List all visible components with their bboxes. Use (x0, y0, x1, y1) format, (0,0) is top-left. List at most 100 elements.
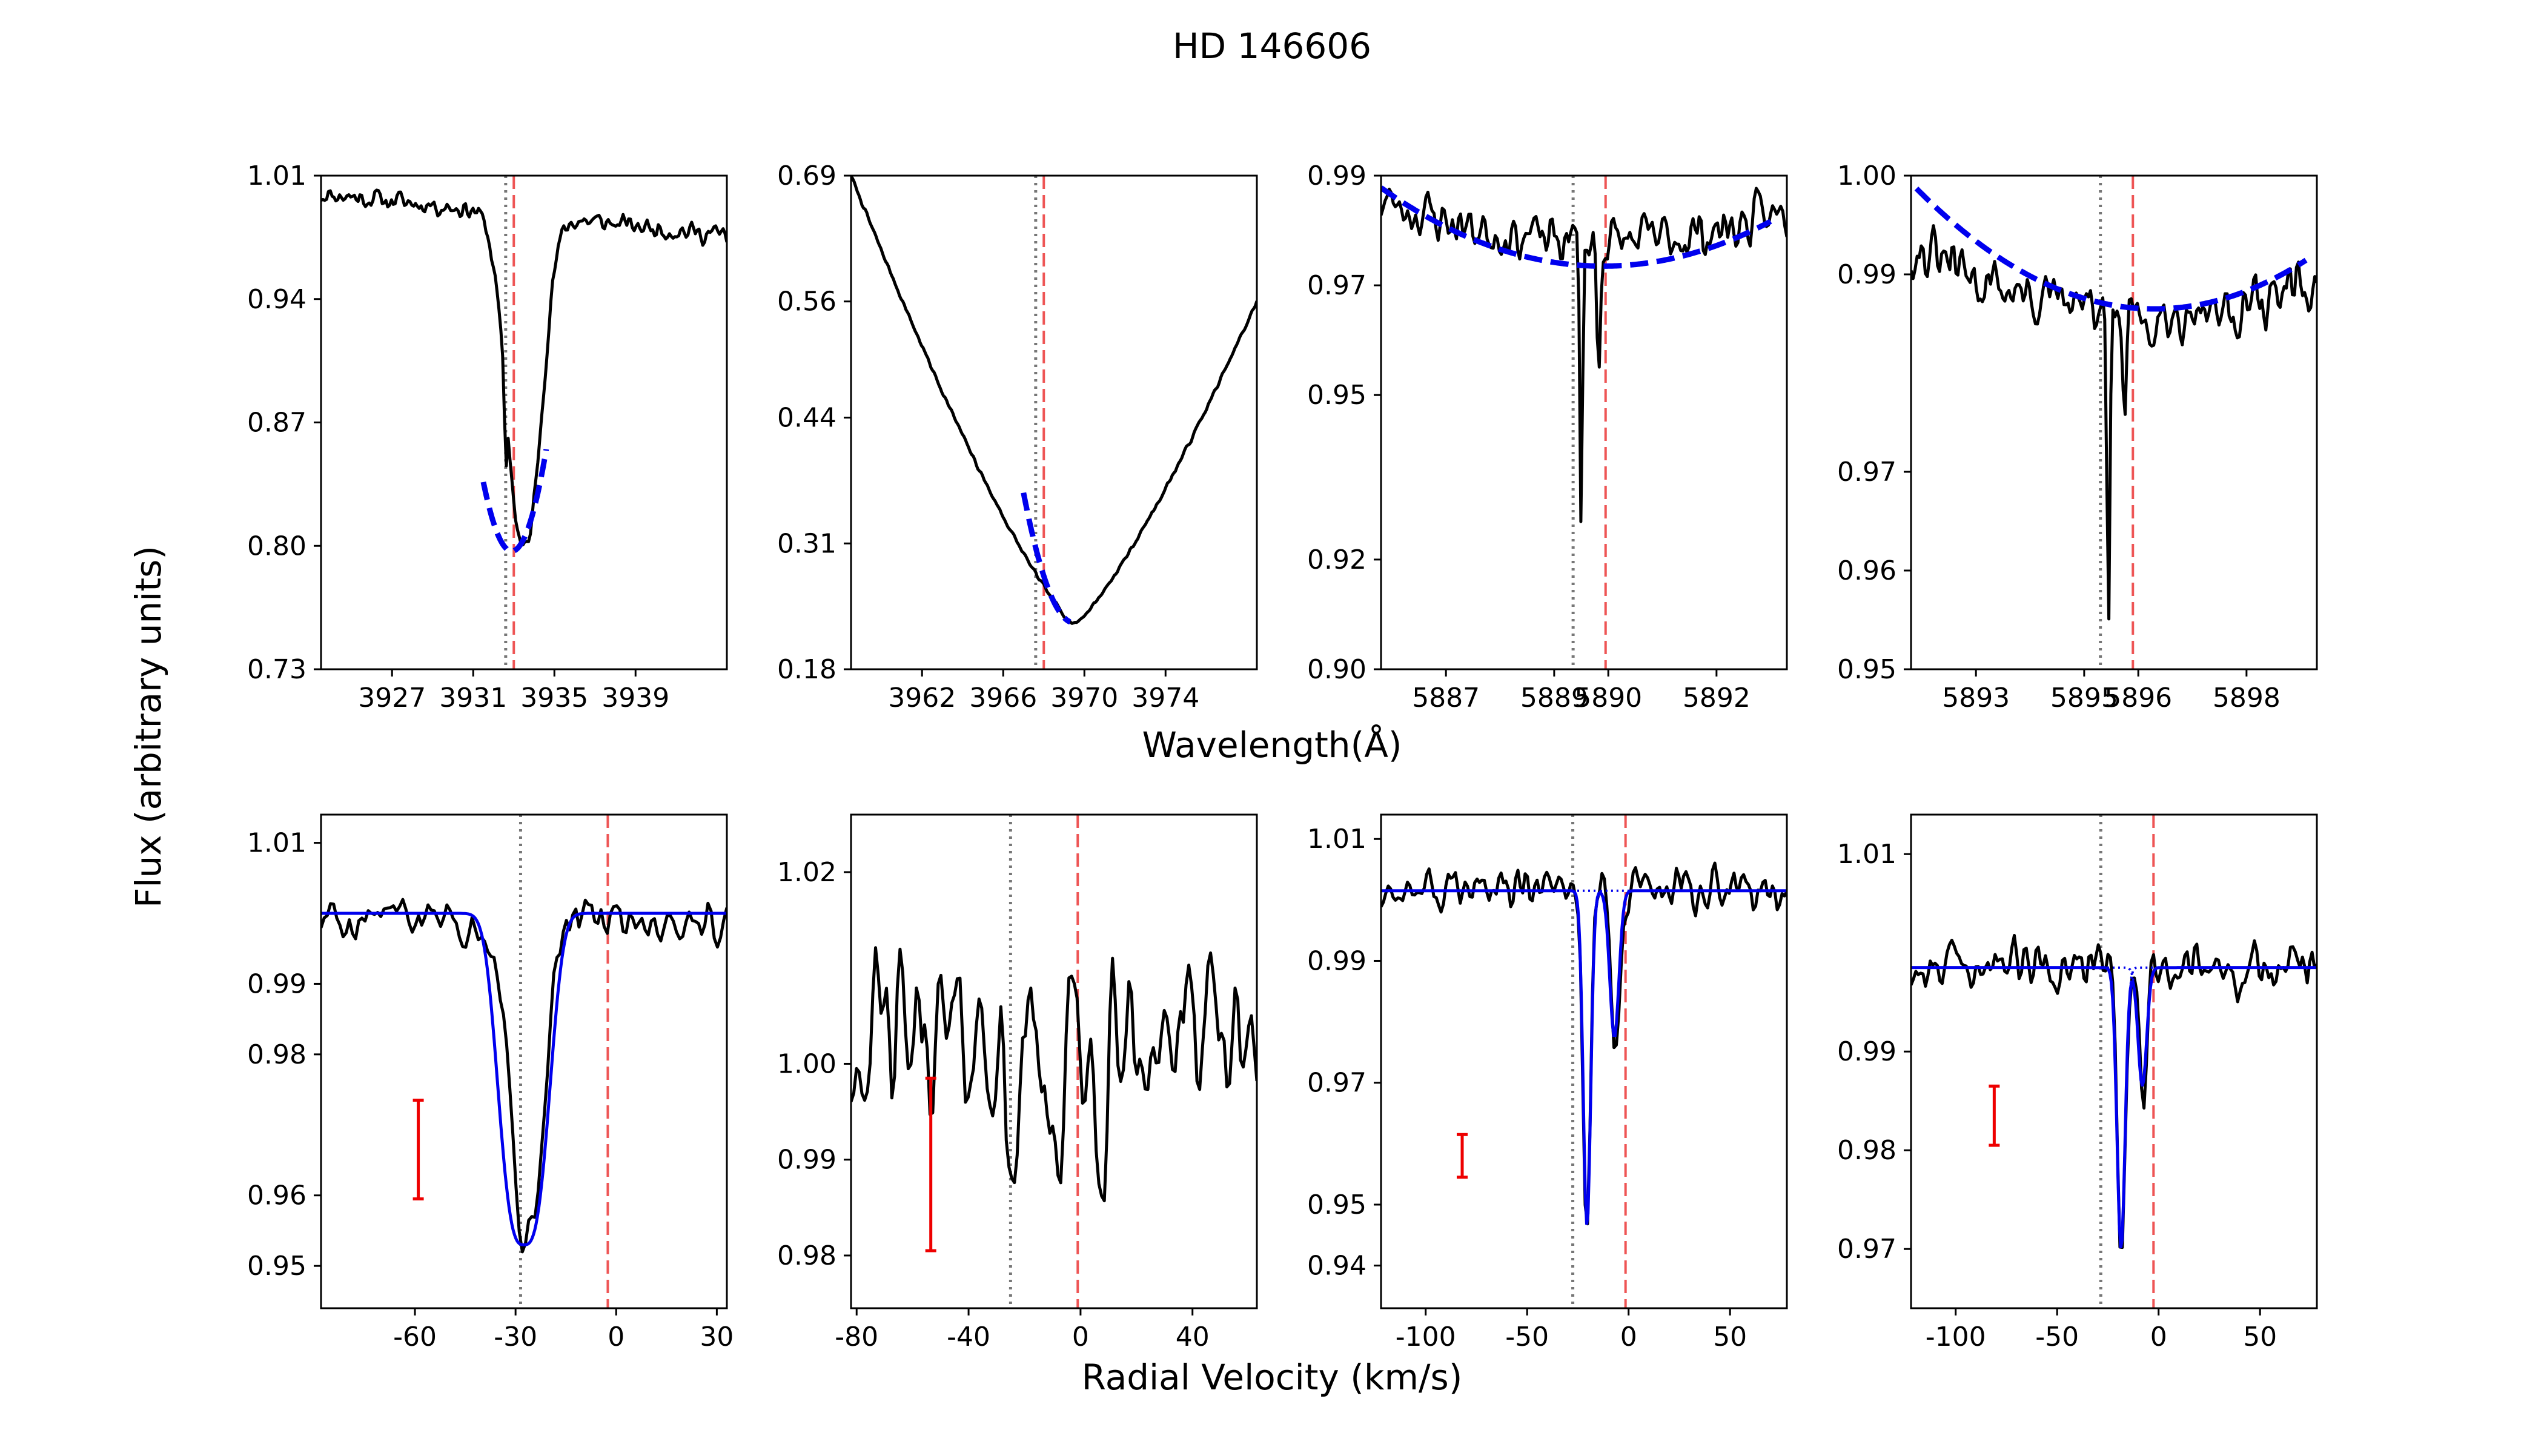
spectrum-line (851, 946, 1257, 1203)
y-tick-label: 1.00 (777, 1048, 836, 1079)
y-tick-label: 1.01 (1837, 839, 1896, 870)
y-tick-label: 0.95 (1307, 380, 1366, 411)
error-bar (1989, 1084, 2000, 1147)
y-tick-label: 0.69 (777, 160, 836, 191)
axes-frame (850, 174, 1258, 670)
subplot-2: 3962 3966 3970 3974 0.18 0.31 0.44 0.56 0.69 (777, 160, 1258, 713)
y-tick-label: 0.95 (247, 1251, 306, 1282)
subplot-plot-area (1911, 815, 2317, 1308)
x-tick-label: 3970 (1050, 683, 1118, 713)
y-tick-label: 0.99 (1307, 160, 1366, 191)
x-axis-label-wavelength: Wavelength(Å) (1142, 724, 1402, 766)
axes-frame (1910, 813, 2318, 1309)
x-tick-label: 3931 (439, 683, 507, 713)
x-tick-label: -60 (393, 1322, 437, 1352)
subplot-plot-area (321, 176, 727, 669)
fit-line (480, 449, 549, 554)
y-tick-label: 0.95 (1837, 654, 1896, 685)
subplot-5: -60 -30 0 30 0.95 0.96 0.98 0.99 1.01 (247, 813, 734, 1352)
y-tick-label: 0.95 (1307, 1190, 1366, 1220)
x-tick-label: 50 (2243, 1322, 2277, 1352)
x-tick-label: -50 (2035, 1322, 2079, 1352)
x-axis-label-velocity: Radial Velocity (km/s) (1081, 1357, 1463, 1398)
y-tick-label: 0.73 (247, 654, 306, 685)
x-tick-label: 5898 (2213, 683, 2281, 713)
x-tick-label: 5887 (1412, 683, 1480, 713)
x-tick-label: 3966 (969, 683, 1037, 713)
y-tick-label: 0.80 (247, 531, 306, 561)
subplot-plot-area (1911, 176, 2317, 669)
spectrum-line (1911, 224, 2317, 621)
y-tick-label: 0.99 (1837, 259, 1896, 290)
axes-frame (320, 174, 728, 670)
fit-line (321, 912, 727, 1246)
x-tick-label: 0 (1072, 1322, 1089, 1352)
x-tick-label: 5895 (2050, 683, 2118, 713)
x-tick-label: 5890 (1574, 683, 1642, 713)
spectrum-line (321, 898, 727, 1254)
axes-frame (1910, 174, 2318, 670)
y-axis-label: Flux (arbitrary units) (128, 546, 169, 908)
spectrum-line (851, 176, 1257, 625)
y-tick-label: 0.96 (1837, 555, 1896, 586)
y-tick-label: 0.44 (777, 403, 836, 434)
x-tick-label: -100 (1926, 1322, 1986, 1352)
x-tick-label: 3939 (601, 683, 669, 713)
axes-frame (850, 813, 1258, 1309)
y-tick-label: 0.56 (777, 286, 836, 317)
error-bar (412, 1099, 424, 1201)
y-tick-label: 0.99 (1307, 945, 1366, 976)
subplot-7: -100 -50 0 50 0.94 0.95 0.97 0.99 1.01 (1307, 813, 1788, 1352)
y-tick-label: 0.31 (777, 528, 836, 559)
y-tick-label: 0.98 (247, 1039, 306, 1070)
x-tick-label: 40 (1176, 1322, 1210, 1352)
x-tick-label: -100 (1396, 1322, 1456, 1352)
x-tick-label: 5893 (1942, 683, 2010, 713)
error-bar (1457, 1133, 1468, 1179)
axes-frame (1380, 813, 1788, 1309)
subplot-6: -80 -40 0 40 0.98 0.99 1.00 1.02 (777, 813, 1258, 1352)
x-tick-label: -30 (494, 1322, 537, 1352)
fit-line (1381, 889, 1787, 1225)
subplot-1: 3927 3931 3935 3939 0.73 0.80 0.87 0.94 1.01 (247, 160, 728, 713)
fit-line (1914, 187, 2308, 312)
x-tick-label: 3974 (1131, 683, 1199, 713)
y-tick-label: 0.96 (247, 1180, 306, 1211)
x-tick-label: 0 (608, 1322, 624, 1352)
y-tick-label: 0.99 (777, 1145, 836, 1176)
y-tick-label: 0.87 (247, 408, 306, 438)
x-tick-label: -50 (1505, 1322, 1549, 1352)
y-tick-label: 0.92 (1307, 544, 1366, 575)
spectrum-line (321, 188, 727, 546)
spectrum-line (1381, 187, 1787, 523)
y-tick-label: 1.01 (247, 160, 306, 191)
fit-line (1911, 966, 2317, 1249)
x-tick-label: -40 (947, 1322, 990, 1352)
spectrum-line (1911, 934, 2317, 1249)
x-tick-label: 3935 (520, 683, 588, 713)
axes-frame (320, 813, 728, 1309)
y-tick-label: 1.01 (247, 828, 306, 859)
axes-frame (1380, 174, 1788, 670)
x-tick-label: 0 (1620, 1322, 1637, 1352)
x-tick-label: 0 (2150, 1322, 2167, 1352)
subplot-plot-area (851, 815, 1257, 1308)
x-tick-label: 5896 (2104, 683, 2172, 713)
y-tick-label: 0.97 (1307, 1068, 1366, 1099)
y-tick-label: 0.90 (1307, 654, 1366, 685)
x-tick-label: -80 (835, 1322, 878, 1352)
y-tick-label: 0.98 (1837, 1135, 1896, 1166)
x-tick-label: 30 (700, 1322, 734, 1352)
y-tick-label: 0.99 (1837, 1036, 1896, 1067)
fit-component-2 (1911, 966, 2317, 1087)
subplot-plot-area (851, 176, 1257, 669)
subplot-8: -100 -50 0 50 0.97 0.98 0.99 1.01 (1837, 813, 2318, 1352)
y-tick-label: 1.01 (1307, 824, 1366, 855)
x-tick-label: 5889 (1520, 683, 1588, 713)
x-tick-label: 3962 (888, 683, 956, 713)
y-tick-label: 0.97 (1307, 270, 1366, 301)
